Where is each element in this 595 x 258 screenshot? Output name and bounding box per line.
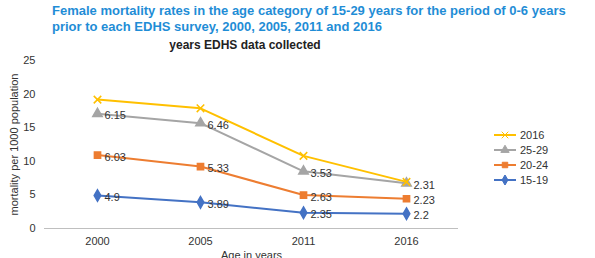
html-text:15-19: 15-19 <box>520 173 549 186</box>
svg-text:2016: 2016 <box>394 235 418 247</box>
svg-text:6.03: 6.03 <box>105 151 126 163</box>
svg-text:6.15: 6.15 <box>105 109 126 121</box>
html-text:20-24: 20-24 <box>520 158 549 171</box>
svg-text:2.2: 2.2 <box>414 209 429 221</box>
svg-text:5: 5 <box>29 188 35 200</box>
svg-text:2.35: 2.35 <box>311 208 332 220</box>
svg-text:2.63: 2.63 <box>311 191 332 203</box>
svg-text:10: 10 <box>23 155 35 167</box>
svg-text:Age in years: Age in years <box>221 249 283 258</box>
svg-text:20: 20 <box>23 88 35 100</box>
html-text:2016: 2016 <box>520 128 545 141</box>
svg-text:2011: 2011 <box>292 235 316 247</box>
html-text:Female mortality rates in the: Female mortality rates in the age catego… <box>52 3 566 34</box>
svg-text:3.53: 3.53 <box>311 167 332 179</box>
svg-text:2.23: 2.23 <box>414 194 435 206</box>
html-text:years EDHS data collected: years EDHS data collected <box>169 38 321 52</box>
svg-text:25: 25 <box>23 54 35 66</box>
svg-text:6.46: 6.46 <box>207 118 229 131</box>
svg-text:3.89: 3.89 <box>208 198 229 210</box>
svg-text:mortality per 1000 population: mortality per 1000 population <box>8 74 20 216</box>
html-text:25-29: 25-29 <box>520 143 549 156</box>
svg-text:2005: 2005 <box>188 235 212 247</box>
svg-text:5.33: 5.33 <box>208 162 229 174</box>
svg-text:2.31: 2.31 <box>414 179 435 191</box>
svg-text:0: 0 <box>29 222 35 234</box>
svg-text:4.9: 4.9 <box>105 191 120 203</box>
svg-text:15: 15 <box>23 121 35 133</box>
svg-text:2000: 2000 <box>85 235 109 247</box>
